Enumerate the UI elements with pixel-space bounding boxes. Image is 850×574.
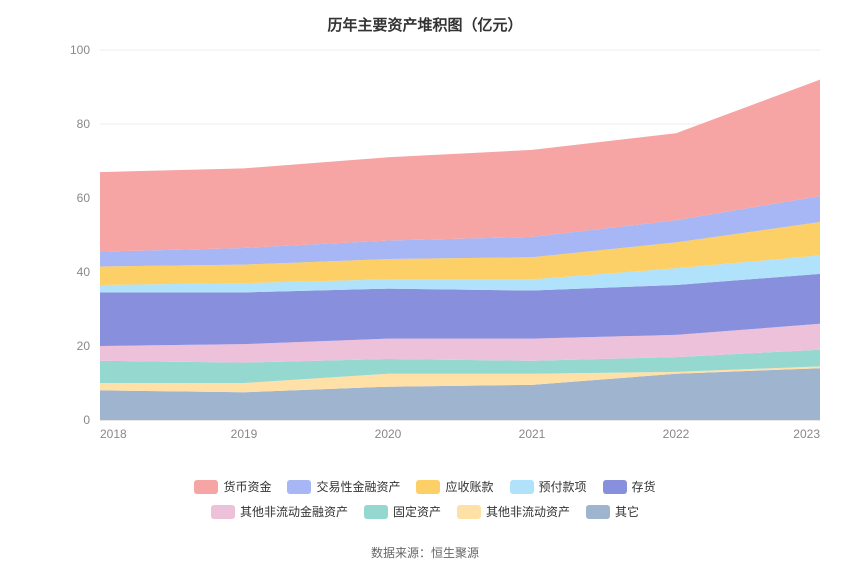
chart-title: 历年主要资产堆积图（亿元） [0,0,850,35]
legend-label: 应收账款 [445,476,493,498]
chart-area: 0 20 40 60 80 100 2018 2019 2020 2021 2022 2023 [0,40,850,460]
x-tick-label: 2019 [231,427,258,441]
legend-label: 其它 [615,501,639,523]
legend-item[interactable]: 货币资金 [194,476,271,498]
legend-item[interactable]: 其他非流动资产 [457,501,570,523]
legend-item[interactable]: 预付款项 [510,476,587,498]
legend-swatch [416,480,440,494]
legend-item[interactable]: 固定资产 [364,501,441,523]
y-tick-label: 0 [83,413,90,427]
stacked-area-svg: 0 20 40 60 80 100 2018 2019 2020 2021 2022 2023 [0,40,850,460]
legend-swatch [457,505,481,519]
legend-item[interactable]: 其它 [586,501,639,523]
legend-item[interactable]: 存货 [603,476,656,498]
y-tick-label: 20 [77,339,91,353]
y-tick-label: 40 [77,265,91,279]
legend-label: 交易性金融资产 [316,476,400,498]
y-tick-label: 80 [77,117,91,131]
x-tick-label: 2021 [519,427,546,441]
legend-swatch [287,480,311,494]
legend-swatch [364,505,388,519]
legend-row: 货币资金 交易性金融资产 应收账款 预付款项 存货 [0,476,850,501]
legend-label: 存货 [632,476,656,498]
legend-swatch [194,480,218,494]
y-tick-label: 100 [70,43,90,57]
legend-label: 预付款项 [539,476,587,498]
legend-swatch [586,505,610,519]
source-label: 数据来源：恒生聚源 [0,544,850,561]
y-tick-label: 60 [77,191,91,205]
legend-item[interactable]: 应收账款 [416,476,493,498]
x-tick-label: 2018 [100,427,127,441]
legend-label: 其他非流动资产 [486,501,570,523]
legend-label: 固定资产 [393,501,441,523]
legend-label: 货币资金 [223,476,271,498]
legend-item[interactable]: 其他非流动金融资产 [211,501,348,523]
x-tick-label: 2022 [663,427,690,441]
legend-label: 其他非流动金融资产 [240,501,348,523]
legend-swatch [603,480,627,494]
legend-swatch [510,480,534,494]
legend-item[interactable]: 交易性金融资产 [287,476,400,498]
legend-swatch [211,505,235,519]
legend-row: 其他非流动金融资产 固定资产 其他非流动资产 其它 [0,501,850,526]
x-tick-label: 2023 [793,427,820,441]
x-tick-label: 2020 [375,427,402,441]
legend: 货币资金 交易性金融资产 应收账款 预付款项 存货其他非流动金融资产 固定资产 其他非流动资… [0,476,850,526]
